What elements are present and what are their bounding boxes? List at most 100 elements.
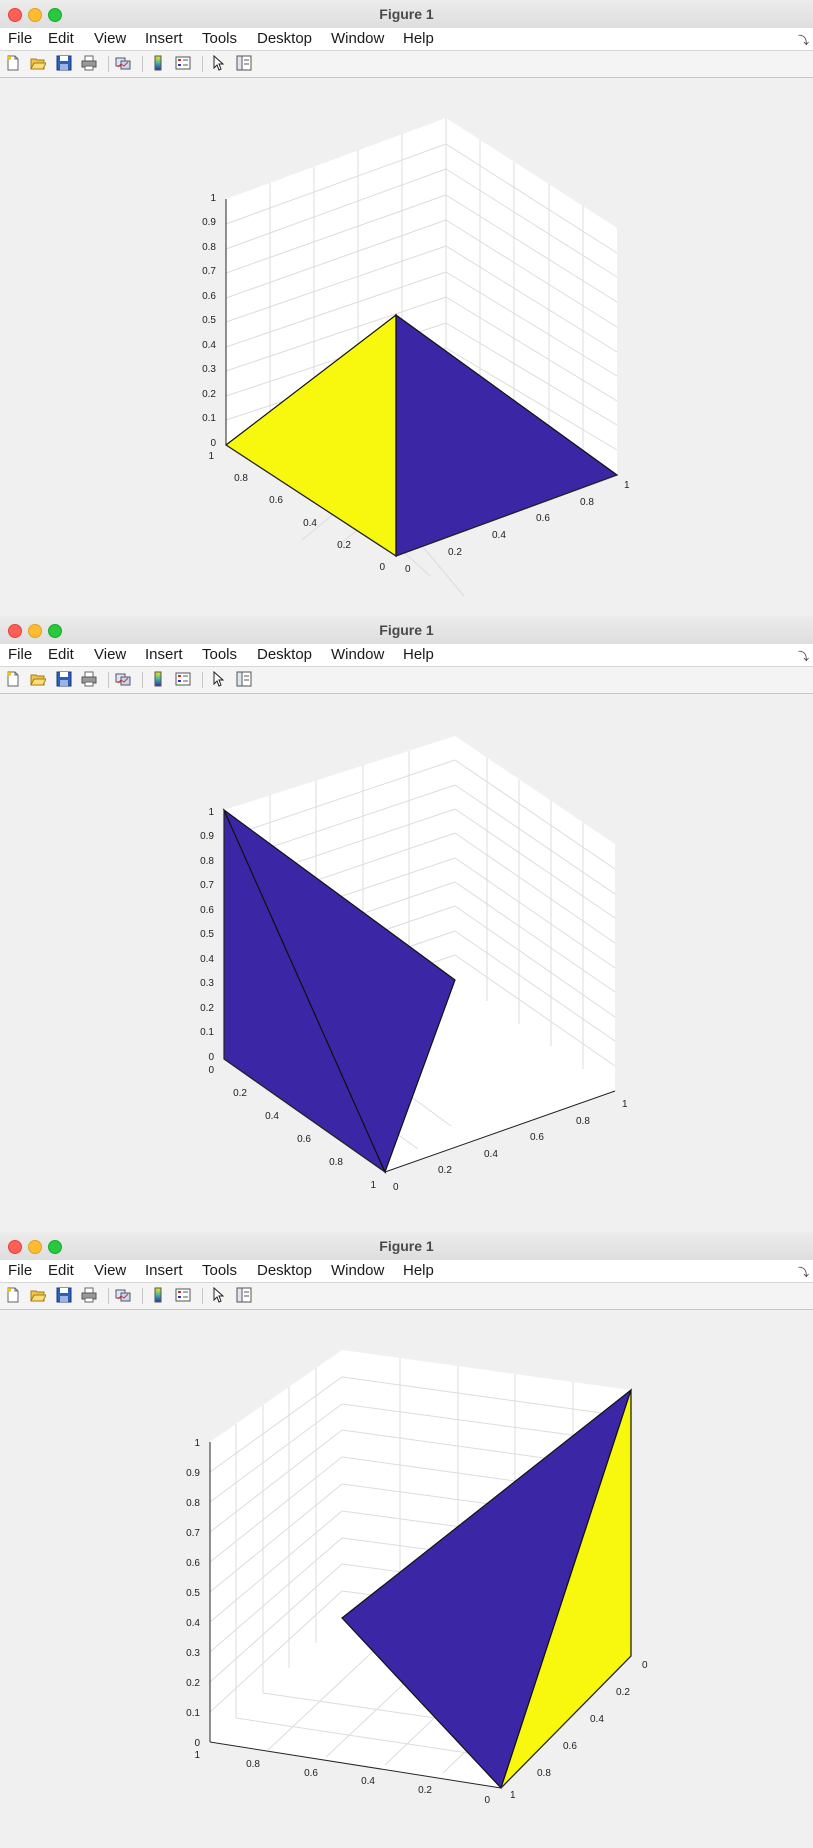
title-bar[interactable]: Figure 1 xyxy=(0,616,813,645)
menu-file[interactable]: File xyxy=(8,1262,33,1279)
menu-desktop[interactable]: Desktop xyxy=(257,30,313,47)
undock-arrow-icon[interactable]: ⤵ xyxy=(798,35,809,47)
menu-window[interactable]: Window xyxy=(331,1262,385,1279)
svg-text:0.2: 0.2 xyxy=(418,1785,432,1796)
legend-icon[interactable] xyxy=(175,1287,191,1303)
svg-text:0.4: 0.4 xyxy=(303,518,317,529)
close-window-button[interactable] xyxy=(8,624,22,638)
print-icon[interactable] xyxy=(81,671,97,687)
svg-text:0.4: 0.4 xyxy=(590,1714,604,1725)
save-icon[interactable] xyxy=(56,671,72,687)
pointer-icon[interactable] xyxy=(210,1287,226,1303)
pointer-icon[interactable] xyxy=(210,671,226,687)
save-icon[interactable] xyxy=(56,1287,72,1303)
axes-3d-plot[interactable]: 0 0.1 0.2 0.3 0.4 0.5 0.6 0.7 0.8 0.9 1 … xyxy=(0,694,813,1232)
menu-edit[interactable]: Edit xyxy=(48,1262,74,1279)
figure-toolbar xyxy=(0,51,813,78)
colorbar-icon[interactable] xyxy=(150,55,166,71)
axes-3d-plot[interactable]: 0 0.1 0.2 0.3 0.4 0.5 0.6 0.7 0.8 0.9 1 … xyxy=(0,78,813,616)
undock-arrow-icon[interactable]: ⤵ xyxy=(798,1267,809,1279)
close-window-button[interactable] xyxy=(8,8,22,22)
print-icon[interactable] xyxy=(81,55,97,71)
minimize-window-button[interactable] xyxy=(28,8,42,22)
legend-icon[interactable] xyxy=(175,671,191,687)
menu-insert[interactable]: Insert xyxy=(145,1262,183,1279)
axis-lines xyxy=(225,199,618,557)
menu-insert[interactable]: Insert xyxy=(145,646,183,663)
title-bar[interactable]: Figure 1 xyxy=(0,0,813,29)
svg-text:0.6: 0.6 xyxy=(200,905,214,916)
maximize-window-button[interactable] xyxy=(48,1240,62,1254)
svg-text:0.8: 0.8 xyxy=(186,1498,200,1509)
menu-desktop[interactable]: Desktop xyxy=(257,1262,313,1279)
open-file-icon[interactable] xyxy=(30,55,46,71)
svg-text:0.3: 0.3 xyxy=(200,978,214,989)
print-icon[interactable] xyxy=(81,1287,97,1303)
menu-help[interactable]: Help xyxy=(403,646,434,663)
menu-insert[interactable]: Insert xyxy=(145,30,183,47)
svg-text:0.6: 0.6 xyxy=(202,291,216,302)
svg-text:0.6: 0.6 xyxy=(269,495,283,506)
right-axis-ticks: 0 0.2 0.4 0.6 0.8 1 xyxy=(405,480,630,575)
left-axis-ticks: 1 0.8 0.6 0.4 0.2 0 xyxy=(194,1750,490,1806)
svg-text:0.2: 0.2 xyxy=(448,547,462,558)
open-file-icon[interactable] xyxy=(30,1287,46,1303)
svg-text:0.4: 0.4 xyxy=(186,1618,200,1629)
new-figure-icon[interactable] xyxy=(5,55,21,71)
svg-text:0.2: 0.2 xyxy=(202,389,216,400)
new-figure-icon[interactable] xyxy=(5,1287,21,1303)
svg-text:0.1: 0.1 xyxy=(186,1708,200,1719)
title-bar[interactable]: Figure 1 xyxy=(0,1232,813,1261)
svg-text:0.6: 0.6 xyxy=(536,513,550,524)
open-file-icon[interactable] xyxy=(30,671,46,687)
menu-tools[interactable]: Tools xyxy=(202,30,238,47)
svg-text:0: 0 xyxy=(208,1052,214,1063)
menu-desktop[interactable]: Desktop xyxy=(257,646,313,663)
menu-tools[interactable]: Tools xyxy=(202,1262,238,1279)
pointer-icon[interactable] xyxy=(210,55,226,71)
menu-edit[interactable]: Edit xyxy=(48,646,74,663)
maximize-window-button[interactable] xyxy=(48,624,62,638)
figure-window-1: Figure 1 File Edit View Insert Tools Des… xyxy=(0,0,813,616)
svg-text:1: 1 xyxy=(194,1750,200,1761)
menu-view[interactable]: View xyxy=(94,646,127,663)
svg-text:0.8: 0.8 xyxy=(200,856,214,867)
svg-text:0: 0 xyxy=(194,1738,200,1749)
menu-file[interactable]: File xyxy=(8,646,33,663)
property-inspector-icon[interactable] xyxy=(236,1287,252,1303)
minimize-window-button[interactable] xyxy=(28,1240,42,1254)
link-plot-icon[interactable] xyxy=(115,55,131,71)
link-plot-icon[interactable] xyxy=(115,1287,131,1303)
property-inspector-icon[interactable] xyxy=(236,671,252,687)
property-inspector-icon[interactable] xyxy=(236,55,252,71)
svg-text:0.4: 0.4 xyxy=(361,1776,375,1787)
menu-view[interactable]: View xyxy=(94,30,127,47)
minimize-window-button[interactable] xyxy=(28,624,42,638)
menu-help[interactable]: Help xyxy=(403,30,434,47)
menu-edit[interactable]: Edit xyxy=(48,30,74,47)
svg-text:1: 1 xyxy=(510,1790,516,1801)
menu-bar: File Edit View Insert Tools Desktop Wind… xyxy=(0,1260,813,1283)
new-figure-icon[interactable] xyxy=(5,671,21,687)
svg-text:0.2: 0.2 xyxy=(616,1687,630,1698)
svg-text:0.8: 0.8 xyxy=(537,1768,551,1779)
menu-window[interactable]: Window xyxy=(331,30,385,47)
menu-file[interactable]: File xyxy=(8,30,33,47)
colorbar-icon[interactable] xyxy=(150,671,166,687)
menu-view[interactable]: View xyxy=(94,1262,127,1279)
link-plot-icon[interactable] xyxy=(115,671,131,687)
undock-arrow-icon[interactable]: ⤵ xyxy=(798,651,809,663)
svg-text:1: 1 xyxy=(210,193,216,204)
maximize-window-button[interactable] xyxy=(48,8,62,22)
axes-3d-plot[interactable]: 0 0.1 0.2 0.3 0.4 0.5 0.6 0.7 0.8 0.9 1 … xyxy=(0,1310,813,1848)
legend-icon[interactable] xyxy=(175,55,191,71)
save-icon[interactable] xyxy=(56,55,72,71)
menu-help[interactable]: Help xyxy=(403,1262,434,1279)
menu-window[interactable]: Window xyxy=(331,646,385,663)
menu-tools[interactable]: Tools xyxy=(202,646,238,663)
close-window-button[interactable] xyxy=(8,1240,22,1254)
window-title: Figure 1 xyxy=(379,622,434,638)
colorbar-icon[interactable] xyxy=(150,1287,166,1303)
svg-text:0.8: 0.8 xyxy=(576,1116,590,1127)
svg-text:0: 0 xyxy=(210,438,216,449)
